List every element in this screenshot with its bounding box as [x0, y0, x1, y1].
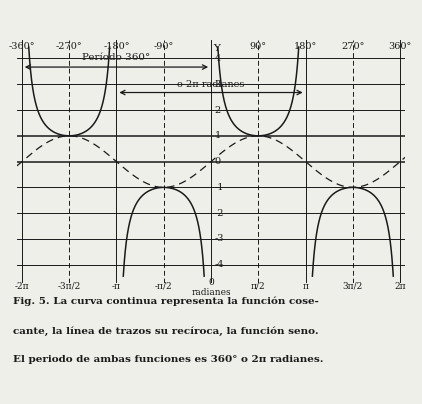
Text: Período 360°: Período 360° — [82, 53, 151, 63]
Text: -2π: -2π — [15, 282, 29, 290]
Text: -3π/2: -3π/2 — [57, 282, 81, 290]
Text: 0
radianes: 0 radianes — [191, 278, 231, 297]
Text: -270°: -270° — [56, 42, 82, 50]
Text: -360°: -360° — [8, 42, 35, 50]
Text: 3π/2: 3π/2 — [343, 282, 363, 290]
Text: 2π: 2π — [394, 282, 406, 290]
Text: 360°: 360° — [389, 42, 412, 50]
Text: 270°: 270° — [341, 42, 365, 50]
Text: Y: Y — [213, 44, 220, 53]
Text: -4: -4 — [215, 260, 224, 269]
Text: o 2π radianes: o 2π radianes — [177, 80, 245, 88]
Text: 1: 1 — [215, 131, 221, 140]
Text: cante, la línea de trazos su recíroca, la función seno.: cante, la línea de trazos su recíroca, l… — [13, 326, 318, 336]
Text: 4: 4 — [215, 54, 221, 63]
Text: -π: -π — [112, 282, 121, 290]
Text: -180°: -180° — [103, 42, 130, 50]
Text: -90°: -90° — [154, 42, 174, 50]
Text: -π/2: -π/2 — [155, 282, 173, 290]
Text: 0: 0 — [215, 157, 221, 166]
Text: -2: -2 — [215, 209, 224, 218]
Text: 180°: 180° — [294, 42, 317, 50]
Text: 3: 3 — [215, 80, 221, 89]
Text: 2: 2 — [215, 105, 221, 114]
Text: 90°: 90° — [250, 42, 267, 50]
Text: π: π — [303, 282, 308, 290]
Text: Fig. 5. La curva continua representa la función cose-: Fig. 5. La curva continua representa la … — [13, 297, 319, 307]
Text: El periodo de ambas funciones es 360° o 2π radianes.: El periodo de ambas funciones es 360° o … — [13, 355, 323, 364]
Text: -1: -1 — [215, 183, 224, 192]
Text: -3: -3 — [215, 234, 224, 244]
Text: π/2: π/2 — [251, 282, 265, 290]
